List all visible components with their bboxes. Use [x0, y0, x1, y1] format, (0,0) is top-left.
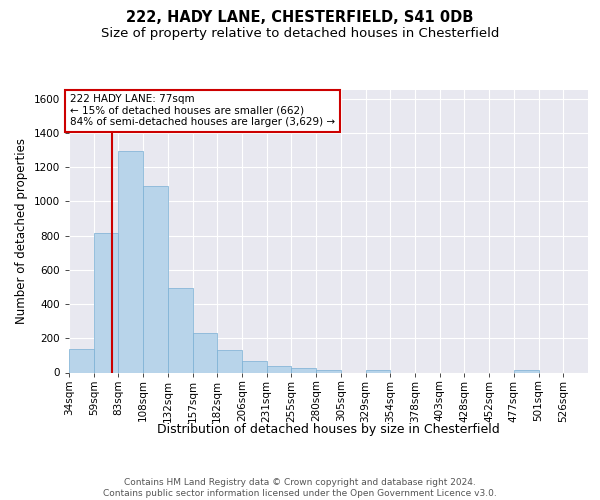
Text: 222 HADY LANE: 77sqm
← 15% of detached houses are smaller (662)
84% of semi-deta: 222 HADY LANE: 77sqm ← 15% of detached h… — [70, 94, 335, 128]
Bar — [193, 333, 217, 372]
Bar — [69, 350, 94, 372]
Bar — [514, 370, 539, 372]
Bar — [316, 370, 341, 372]
Text: Distribution of detached houses by size in Chesterfield: Distribution of detached houses by size … — [157, 422, 500, 436]
Bar — [94, 233, 118, 372]
Bar — [292, 368, 316, 372]
Bar — [118, 151, 143, 372]
Bar — [242, 362, 267, 372]
Bar — [267, 366, 292, 372]
Y-axis label: Number of detached properties: Number of detached properties — [15, 138, 28, 324]
Bar — [168, 288, 193, 372]
Bar — [143, 186, 168, 372]
Text: 222, HADY LANE, CHESTERFIELD, S41 0DB: 222, HADY LANE, CHESTERFIELD, S41 0DB — [127, 10, 473, 25]
Text: Contains HM Land Registry data © Crown copyright and database right 2024.
Contai: Contains HM Land Registry data © Crown c… — [103, 478, 497, 498]
Bar — [217, 350, 242, 372]
Text: Size of property relative to detached houses in Chesterfield: Size of property relative to detached ho… — [101, 28, 499, 40]
Bar — [365, 370, 390, 372]
